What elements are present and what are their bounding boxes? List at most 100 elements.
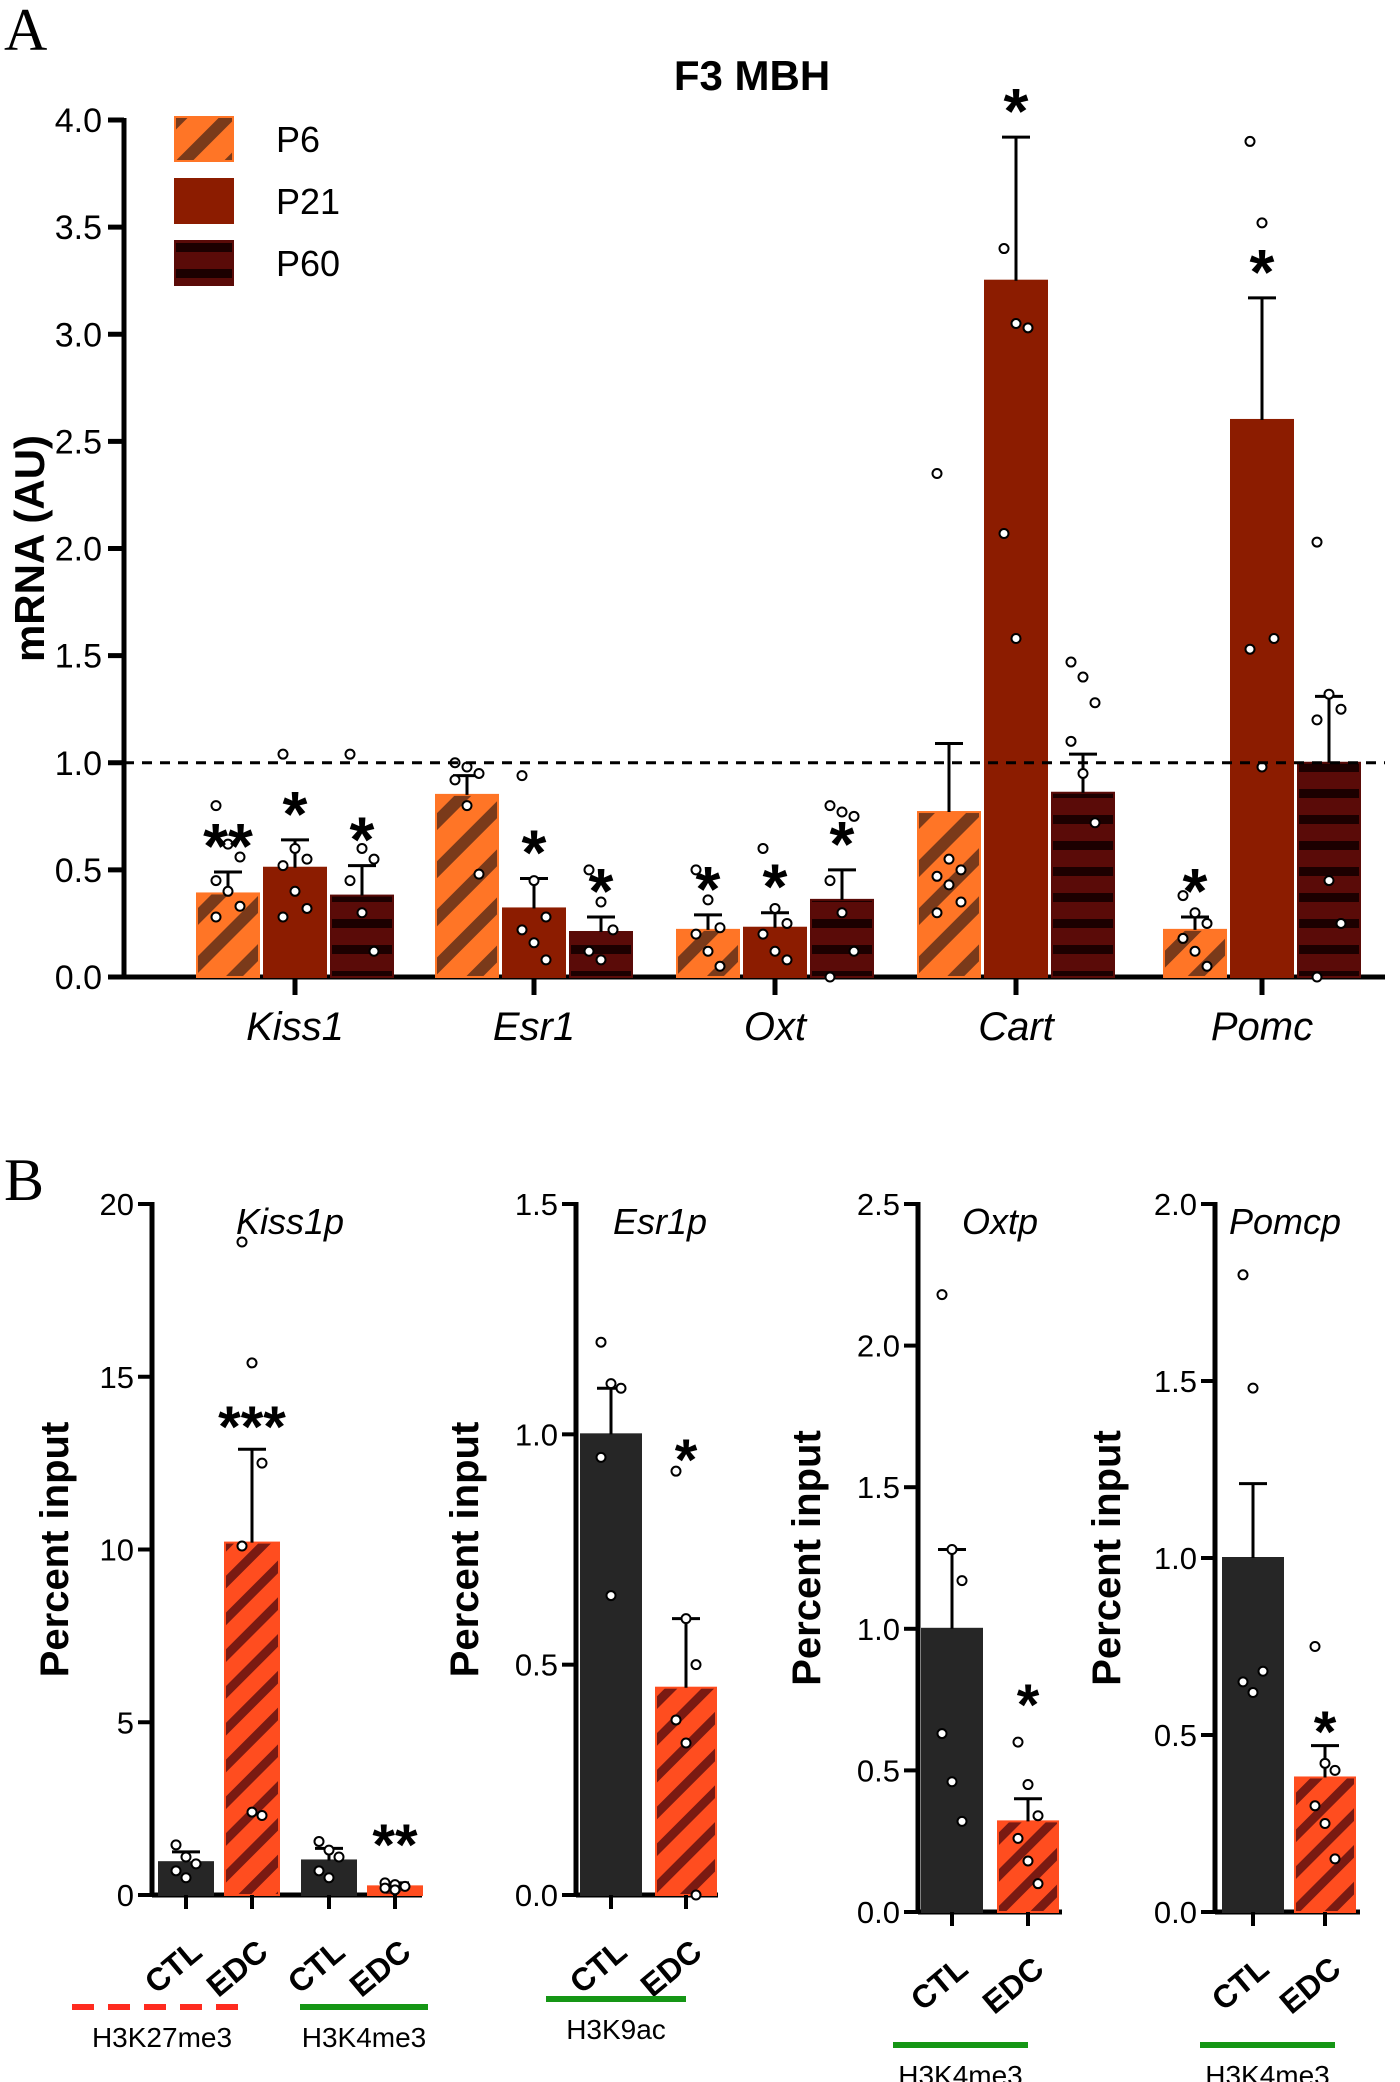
- y-tick-label: 2.0: [1154, 1187, 1197, 1222]
- y-tick-label: 2.0: [857, 1329, 900, 1364]
- x-category-label: EDC: [1273, 1950, 1348, 2021]
- significance-star: *: [1314, 1700, 1337, 1765]
- data-point: [323, 1872, 335, 1884]
- significance-star: *: [696, 853, 721, 925]
- data-point: [1237, 1269, 1249, 1281]
- significance-star: *: [763, 851, 788, 923]
- y-tick-label: 0.5: [1154, 1718, 1197, 1753]
- data-point: [595, 896, 607, 908]
- data-point: [936, 1289, 948, 1301]
- data-point: [236, 1236, 248, 1248]
- data-point: [1012, 1832, 1024, 1844]
- data-point: [1010, 318, 1022, 330]
- data-point: [1077, 671, 1089, 683]
- data-point: [946, 1544, 958, 1556]
- x-category-label: EDC: [200, 1933, 275, 2004]
- data-point: [757, 842, 769, 854]
- legend-swatch-p60: [174, 240, 234, 286]
- data-point: [1022, 1855, 1034, 1867]
- data-point: [690, 864, 702, 876]
- data-point: [998, 243, 1010, 255]
- data-point: [1244, 135, 1256, 147]
- data-point: [1201, 960, 1213, 972]
- data-point: [210, 800, 222, 812]
- data-point: [1311, 971, 1323, 983]
- data-point: [1010, 632, 1022, 644]
- data-point: [605, 1378, 617, 1390]
- significance-star: *: [1183, 855, 1208, 927]
- data-point: [222, 838, 234, 850]
- chart-title: Pomcp: [1229, 1201, 1341, 1242]
- y-tick-label: 1.5: [857, 1470, 900, 1505]
- data-point: [473, 868, 485, 880]
- data-point: [1247, 1687, 1259, 1699]
- data-point: [449, 774, 461, 786]
- data-point: [277, 748, 289, 760]
- bar-ctl: [921, 1627, 983, 1914]
- data-point: [702, 945, 714, 957]
- bar-ctl: [580, 1433, 642, 1897]
- data-point: [540, 954, 552, 966]
- chart-b-oxtp: 0.0 0.5 1.0 1.5 2.0 2.5 Percent input Oxtp CTL * E…: [785, 1187, 1062, 2082]
- data-point: [1201, 917, 1213, 929]
- data-point: [690, 928, 702, 940]
- y-tick-label: 1.5: [515, 1187, 558, 1222]
- data-point: [256, 1810, 268, 1822]
- data-point: [277, 860, 289, 872]
- data-point: [234, 851, 246, 863]
- data-point: [1089, 817, 1101, 829]
- data-point: [180, 1872, 192, 1884]
- data-point: [528, 937, 540, 949]
- y-tick-label: 5: [117, 1705, 134, 1740]
- y-tick-label: 3.5: [55, 209, 102, 247]
- legend-swatch-p21: [174, 178, 234, 224]
- data-point: [583, 864, 595, 876]
- data-point: [210, 875, 222, 887]
- data-point: [323, 1844, 335, 1856]
- data-point: [516, 770, 528, 782]
- data-point: [1319, 1757, 1331, 1769]
- data-point: [301, 902, 313, 914]
- data-point: [180, 1851, 192, 1863]
- data-point: [246, 1357, 258, 1369]
- data-point: [1177, 890, 1189, 902]
- significance-star: *: [1250, 236, 1275, 308]
- legend-label-p60: P60: [276, 243, 340, 284]
- legend-label-p6: P6: [276, 119, 320, 160]
- data-point: [1309, 1800, 1321, 1812]
- data-point: [757, 928, 769, 940]
- data-point: [277, 911, 289, 923]
- significance-star: *: [522, 816, 547, 888]
- data-point: [998, 528, 1010, 540]
- data-point: [222, 885, 234, 897]
- data-point: [824, 875, 836, 887]
- y-tick-label: 0.0: [1154, 1895, 1197, 1930]
- data-point: [595, 954, 607, 966]
- x-category-label: CTL: [1205, 1950, 1276, 2018]
- bar-p60: [1297, 761, 1361, 978]
- y-tick-label: 4.0: [55, 102, 102, 140]
- data-point: [946, 1776, 958, 1788]
- y-axis-label: Percent input: [443, 1422, 487, 1678]
- y-tick-label: 1.0: [1154, 1541, 1197, 1576]
- data-point: [595, 1451, 607, 1463]
- x-category-label: EDC: [976, 1950, 1051, 2021]
- data-point: [943, 853, 955, 865]
- y-tick-label: 0.0: [857, 1895, 900, 1930]
- data-point: [595, 1336, 607, 1348]
- bar-p21: [1230, 418, 1294, 978]
- data-point: [1335, 703, 1347, 715]
- data-point: [583, 945, 595, 957]
- chart-title: F3 MBH: [674, 52, 830, 99]
- data-point: [1256, 217, 1268, 229]
- data-point: [389, 1884, 401, 1896]
- data-point: [540, 911, 552, 923]
- chart-title: Oxtp: [962, 1201, 1038, 1242]
- bar-p60: [1051, 791, 1115, 978]
- data-point: [714, 960, 726, 972]
- data-point: [955, 864, 967, 876]
- data-point: [607, 924, 619, 936]
- data-point: [516, 924, 528, 936]
- data-point: [1022, 322, 1034, 334]
